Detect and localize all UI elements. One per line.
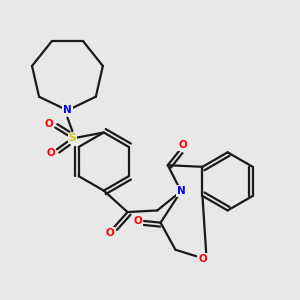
Text: N: N — [177, 186, 185, 196]
Text: O: O — [134, 216, 142, 226]
Text: O: O — [105, 228, 114, 238]
Text: N: N — [63, 105, 72, 116]
Text: O: O — [45, 118, 54, 129]
Text: O: O — [178, 140, 187, 150]
Text: O: O — [46, 148, 55, 158]
Text: S: S — [69, 134, 76, 143]
Text: O: O — [198, 254, 207, 264]
